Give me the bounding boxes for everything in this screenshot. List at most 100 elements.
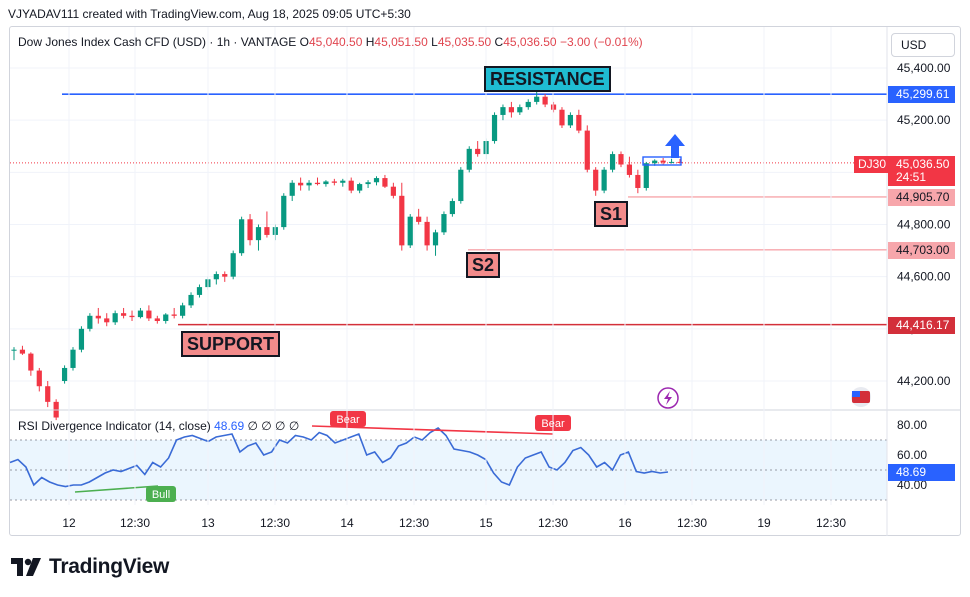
candle-body xyxy=(601,169,607,191)
time-axis-label: 19 xyxy=(757,516,771,530)
candle-body xyxy=(576,114,582,131)
candle-body xyxy=(424,221,430,246)
candle-body xyxy=(78,328,85,350)
time-axis-label: 12:30 xyxy=(260,516,290,530)
candle-body xyxy=(399,195,405,246)
close-label: C xyxy=(494,35,504,49)
candle-body xyxy=(407,216,413,246)
time-axis-label: 14 xyxy=(340,516,354,530)
candle-body xyxy=(466,148,472,170)
low-label: L xyxy=(431,35,438,49)
consolidation-box xyxy=(642,156,682,166)
candle-body xyxy=(525,101,531,108)
s2-price-tag: 44,703.00 xyxy=(888,242,955,259)
bull-divergence-line xyxy=(74,485,159,493)
time-axis-label: 15 xyxy=(479,516,493,530)
candle-body xyxy=(213,274,219,280)
candle-body xyxy=(112,313,118,323)
candle-body xyxy=(550,104,557,110)
bull-signal-label: Bull xyxy=(152,489,170,501)
candle-body xyxy=(357,184,363,191)
time-axis-label: 12:30 xyxy=(399,516,429,530)
currency-button[interactable]: USD xyxy=(891,33,955,57)
rsi-value: 48.69 xyxy=(214,419,245,433)
candle-body xyxy=(491,114,498,142)
breakout-arrow-icon xyxy=(665,134,685,158)
candle-body xyxy=(180,305,186,316)
candle-body xyxy=(188,294,194,306)
candle-body xyxy=(517,107,523,113)
candle-body xyxy=(230,253,236,277)
candle-body xyxy=(196,287,203,295)
s1-label: S1 xyxy=(594,201,629,227)
price-axis-label: 45,200.00 xyxy=(897,113,951,127)
rsi-price-tag: 48.69 xyxy=(888,464,955,481)
open-value: 45,040.50 xyxy=(308,35,363,49)
candle-body xyxy=(87,315,93,329)
candle-body xyxy=(593,169,599,191)
candle-body xyxy=(255,227,262,241)
symbol-tag: DJ30 xyxy=(854,156,891,173)
time-axis-label: 13 xyxy=(201,516,215,530)
candle-body xyxy=(95,315,101,319)
low-value: 45,035.50 xyxy=(437,35,492,49)
rsi-line xyxy=(9,427,669,488)
candle-body xyxy=(432,232,439,246)
candle-body xyxy=(36,370,42,387)
candle-body xyxy=(567,114,574,126)
time-axis-label: 16 xyxy=(618,516,632,530)
candle-body xyxy=(340,180,346,183)
candle-body xyxy=(11,349,17,351)
candle-body xyxy=(626,164,633,175)
rsi-legend: RSI Divergence Indicator (14, close) 48.… xyxy=(18,419,299,433)
candle-body xyxy=(289,182,295,196)
candle-body xyxy=(298,182,304,186)
candle-body xyxy=(618,154,624,165)
price-axis-label: 44,600.00 xyxy=(897,270,951,284)
candle-body xyxy=(120,313,127,316)
rsi-axis-label: 60.00 xyxy=(897,448,927,462)
candle-body xyxy=(28,353,34,371)
rsi-axis-label: 40.00 xyxy=(897,478,927,492)
change-value: −3.00 (−0.01%) xyxy=(559,35,643,49)
countdown-tag: 24:51 xyxy=(888,169,955,186)
close-value: 45,036.50 xyxy=(503,35,557,49)
candle-body xyxy=(643,163,649,188)
candle-body xyxy=(508,107,514,113)
candle-body xyxy=(677,161,683,163)
candle-body xyxy=(70,349,76,368)
high-value: 45,051.50 xyxy=(374,35,428,49)
candle-body xyxy=(542,96,548,105)
candle-body xyxy=(137,310,144,318)
current-price-tag: 45,036.50 xyxy=(888,156,955,173)
time-axis-label: 12:30 xyxy=(816,516,846,530)
candle-body xyxy=(668,161,675,163)
candle-body xyxy=(222,274,228,277)
symbol-title: Dow Jones Index Cash CFD (USD) · 1h · VA… xyxy=(18,35,297,49)
support-price-tag: 44,416.17 xyxy=(888,317,955,334)
share-caption: VJYADAV111 created with TradingView.com,… xyxy=(8,7,411,21)
high-label: H xyxy=(365,35,375,49)
open-label: O xyxy=(299,35,309,49)
time-axis-label: 12:30 xyxy=(677,516,707,530)
candle-body xyxy=(390,186,396,196)
symbol-legend: Dow Jones Index Cash CFD (USD) · 1h · VA… xyxy=(18,35,643,49)
candle-body xyxy=(373,178,380,183)
tradingview-logo-icon xyxy=(11,558,41,576)
candle-body xyxy=(146,310,152,319)
candle-body xyxy=(331,181,337,183)
us-flag-canton xyxy=(852,391,860,397)
candle-body xyxy=(534,96,540,102)
candle-body xyxy=(458,169,464,202)
candle-body xyxy=(660,160,666,163)
candle-body xyxy=(348,180,354,191)
candle-body xyxy=(171,314,177,316)
candle-body xyxy=(306,182,312,186)
price-axis-label: 45,400.00 xyxy=(897,61,951,75)
chart-frame xyxy=(9,26,961,536)
candle-body xyxy=(500,107,506,115)
candle-body xyxy=(61,367,68,381)
candle-body xyxy=(45,386,51,402)
candle-body xyxy=(314,182,321,185)
